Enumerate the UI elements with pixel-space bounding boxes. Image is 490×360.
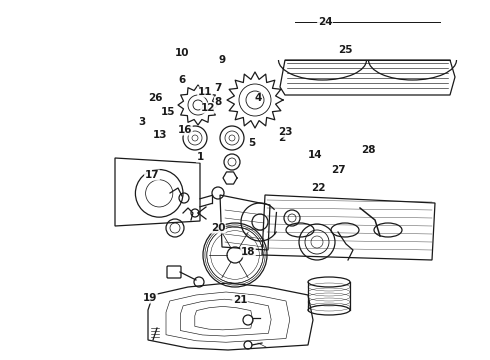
Text: 17: 17 <box>145 170 159 180</box>
Text: 6: 6 <box>178 75 186 85</box>
Text: 4: 4 <box>254 93 262 103</box>
Text: 23: 23 <box>278 127 292 137</box>
Text: 13: 13 <box>153 130 167 140</box>
Text: 7: 7 <box>214 83 221 93</box>
Text: 8: 8 <box>215 97 221 107</box>
Text: 25: 25 <box>338 45 352 55</box>
Text: 21: 21 <box>233 295 247 305</box>
Text: 14: 14 <box>308 150 322 160</box>
Text: 28: 28 <box>361 145 375 155</box>
Text: 18: 18 <box>241 247 255 257</box>
Text: 2: 2 <box>278 133 286 143</box>
Text: 3: 3 <box>138 117 146 127</box>
Text: 24: 24 <box>318 17 332 27</box>
Text: 10: 10 <box>175 48 189 58</box>
Text: 27: 27 <box>331 165 345 175</box>
Text: 1: 1 <box>196 152 204 162</box>
Text: 11: 11 <box>198 87 212 97</box>
Text: 19: 19 <box>143 293 157 303</box>
Text: 26: 26 <box>148 93 162 103</box>
Text: 16: 16 <box>178 125 192 135</box>
Text: 22: 22 <box>311 183 325 193</box>
Text: 20: 20 <box>211 223 225 233</box>
Text: 5: 5 <box>248 138 256 148</box>
Text: 9: 9 <box>219 55 225 65</box>
Text: 12: 12 <box>201 103 215 113</box>
Text: 15: 15 <box>161 107 175 117</box>
